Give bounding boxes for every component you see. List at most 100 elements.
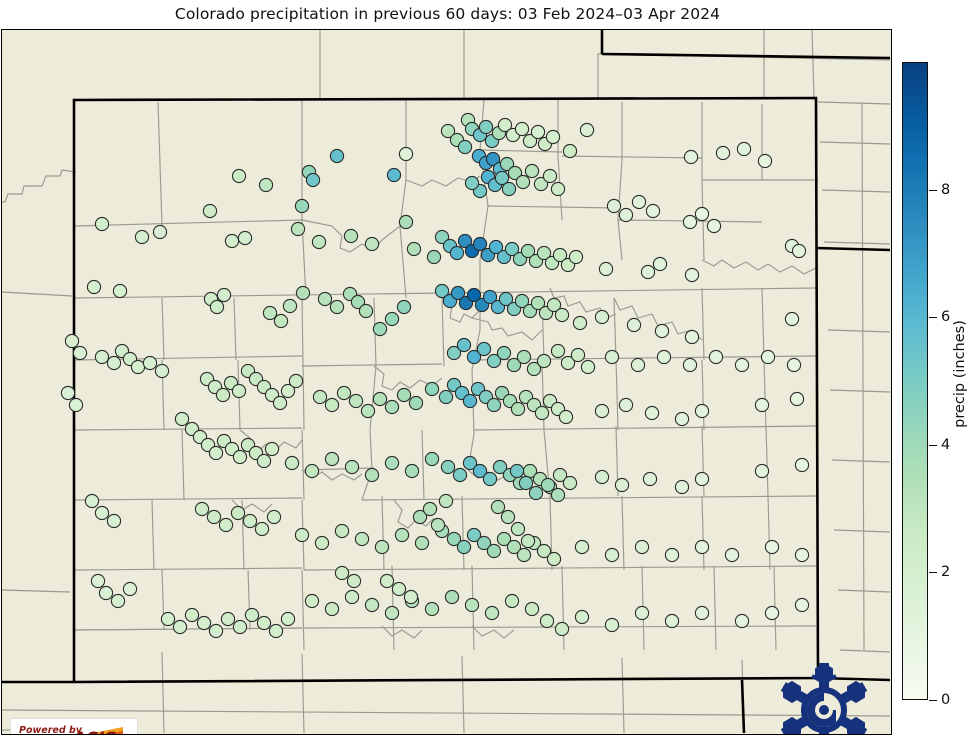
station-marker xyxy=(504,593,520,609)
station-marker xyxy=(734,357,750,373)
station-marker xyxy=(396,299,412,315)
colorbar-tick-mark xyxy=(929,444,937,446)
station-marker xyxy=(237,230,253,246)
station-marker xyxy=(497,117,513,133)
station-marker xyxy=(734,613,750,629)
station-marker xyxy=(634,539,650,555)
station-marker xyxy=(396,387,412,403)
station-marker xyxy=(206,509,222,525)
station-marker xyxy=(510,401,526,417)
station-marker xyxy=(224,233,240,249)
station-marker xyxy=(430,517,446,533)
station-marker xyxy=(194,501,210,517)
station-marker xyxy=(374,539,390,555)
station-marker xyxy=(414,535,430,551)
station-marker xyxy=(412,509,428,525)
station-marker xyxy=(631,194,647,210)
station-marker xyxy=(258,177,274,193)
station-marker xyxy=(558,409,574,425)
station-marker xyxy=(350,294,366,310)
station-marker xyxy=(794,547,810,563)
station-marker xyxy=(324,601,340,617)
station-marker xyxy=(242,513,258,529)
station-marker xyxy=(160,611,176,627)
station-marker xyxy=(174,411,190,427)
colorbar-tick-label: 6 xyxy=(941,309,951,326)
station-marker xyxy=(446,345,462,361)
station-marker xyxy=(694,403,710,419)
station-marker xyxy=(68,397,84,413)
station-marker xyxy=(754,397,770,413)
station-marker xyxy=(254,521,270,537)
station-marker xyxy=(334,523,350,539)
station-marker xyxy=(514,293,530,309)
station-marker xyxy=(580,359,596,375)
station-marker xyxy=(344,589,360,605)
station-marker xyxy=(598,261,614,277)
colorbar-tick-label: 8 xyxy=(941,181,951,198)
station-marker xyxy=(522,133,538,149)
station-marker xyxy=(130,359,146,375)
station-marker xyxy=(528,485,544,501)
station-marker xyxy=(452,467,468,483)
colorbar-tick-mark xyxy=(929,572,937,574)
station-marker xyxy=(112,283,128,299)
station-marker xyxy=(674,411,690,427)
station-marker xyxy=(472,236,488,252)
station-marker xyxy=(579,122,595,138)
station-marker xyxy=(736,141,752,157)
station-marker xyxy=(784,311,800,327)
station-marker xyxy=(379,573,395,589)
colorbar-tick-mark xyxy=(929,317,937,319)
station-marker xyxy=(594,403,610,419)
station-marker xyxy=(708,349,724,365)
station-marker xyxy=(438,493,454,509)
station-marker xyxy=(344,459,360,475)
station-marker xyxy=(384,605,400,621)
station-marker xyxy=(456,337,472,353)
station-marker xyxy=(372,391,388,407)
station-marker xyxy=(391,581,407,597)
station-marker xyxy=(484,605,500,621)
station-marker xyxy=(266,509,282,525)
station-marker xyxy=(152,224,168,240)
station-marker xyxy=(630,357,646,373)
station-marker xyxy=(305,172,321,188)
station-marker xyxy=(570,347,586,363)
station-marker xyxy=(530,295,546,311)
station-marker xyxy=(209,299,225,315)
station-marker xyxy=(546,297,562,313)
station-marker xyxy=(329,299,345,315)
station-marker xyxy=(546,551,562,567)
colorbar-tick-mark xyxy=(929,700,937,701)
station-marker xyxy=(449,245,465,261)
station-marker xyxy=(354,531,370,547)
station-marker xyxy=(408,395,424,411)
station-marker xyxy=(499,156,515,172)
station-marker xyxy=(304,593,320,609)
station-marker xyxy=(539,613,555,629)
station-marker xyxy=(364,236,380,252)
station-marker xyxy=(84,493,100,509)
station-marker xyxy=(568,249,584,265)
station-marker xyxy=(348,393,364,409)
station-marker xyxy=(542,168,558,184)
station-marker xyxy=(674,479,690,495)
station-marker xyxy=(358,303,374,319)
station-marker xyxy=(516,349,532,365)
station-marker xyxy=(614,477,630,493)
station-marker xyxy=(434,229,450,245)
station-markers xyxy=(60,112,810,639)
station-marker xyxy=(406,241,422,257)
station-marker xyxy=(510,521,526,537)
station-marker xyxy=(106,513,122,529)
station-marker xyxy=(424,451,440,467)
station-marker xyxy=(426,249,442,265)
chart-title: Colorado precipitation in previous 60 da… xyxy=(174,5,721,23)
station-marker xyxy=(386,167,402,183)
station-marker xyxy=(244,607,260,623)
station-marker xyxy=(536,353,552,369)
station-marker xyxy=(482,471,498,487)
station-marker xyxy=(424,601,440,617)
station-marker xyxy=(294,198,310,214)
